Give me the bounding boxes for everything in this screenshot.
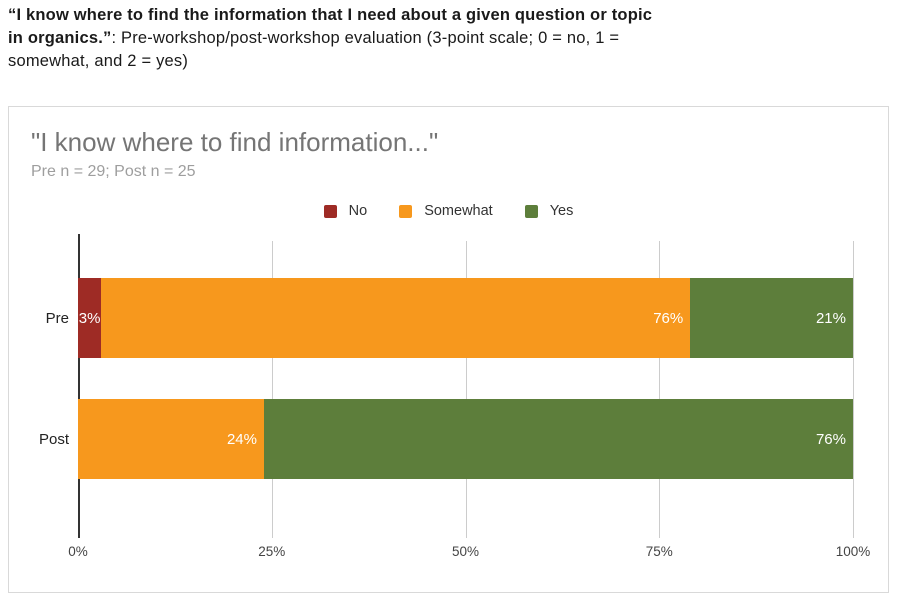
bar-pre-segment-no: 3% (78, 278, 102, 358)
legend-swatch-no (323, 204, 337, 218)
legend-item-somewhat: Somewhat (399, 203, 493, 219)
bar-post-segment-somewhat: 24% (78, 399, 264, 479)
y-axis-line (78, 234, 80, 538)
x-axis-ticks: 0% 25% 50% 75% 100% (68, 544, 870, 562)
bar-pre-somewhat-value: 76% (653, 309, 684, 327)
tick-label-50: 50% (451, 544, 480, 559)
bar-pre-segment-somewhat: 76% (101, 278, 691, 358)
caption-line-2-regular: : Pre-workshop/post-workshop evaluation … (111, 29, 620, 47)
bar-pre-no-value: 3% (78, 309, 101, 327)
gridline-25 (271, 241, 273, 538)
legend-label-yes: Yes (549, 203, 574, 219)
bar-post: 24% 76% (78, 399, 853, 479)
category-label-post: Post (38, 431, 69, 448)
gridline-75 (659, 241, 661, 538)
legend-swatch-yes (524, 204, 538, 218)
chart-title: "I know where to find information..." (31, 127, 439, 157)
gridline-50 (465, 241, 467, 538)
tick-label-25: 25% (258, 544, 286, 559)
bar-post-somewhat-value: 24% (226, 430, 257, 448)
tick-label-0: 0% (68, 544, 88, 559)
caption-line-1: “I know where to find the information th… (8, 6, 653, 24)
caption-line-2: in organics.”: Pre-workshop/post-worksho… (8, 27, 893, 50)
legend: No Somewhat Yes (9, 203, 888, 219)
legend-item-yes: Yes (524, 203, 574, 219)
gridline-100 (853, 241, 854, 538)
bar-pre: 3% 76% 21% (78, 278, 853, 358)
tick-label-75: 75% (645, 544, 673, 559)
bar-pre-yes-value: 21% (815, 309, 846, 327)
bar-post-yes-value: 76% (815, 430, 846, 448)
bar-post-segment-yes: 76% (264, 399, 853, 479)
legend-swatch-somewhat (399, 204, 413, 218)
category-label-pre: Pre (45, 310, 69, 327)
bar-pre-segment-yes: 21% (690, 278, 853, 358)
legend-label-no: No (348, 203, 368, 219)
chart-card: "I know where to find information..." Pr… (8, 106, 889, 593)
chart-subtitle: Pre n = 29; Post n = 25 (31, 163, 196, 180)
caption-line-3: somewhat, and 2 = yes) (8, 52, 189, 70)
plot-area: 3% 76% 21% 24% 76% (78, 234, 854, 538)
legend-label-somewhat: Somewhat (424, 203, 493, 219)
caption-line-2-bold: in organics.” (8, 29, 112, 47)
legend-item-no: No (323, 203, 368, 219)
figure-caption: “I know where to find the information th… (8, 4, 893, 73)
tick-label-100: 100% (835, 544, 871, 559)
